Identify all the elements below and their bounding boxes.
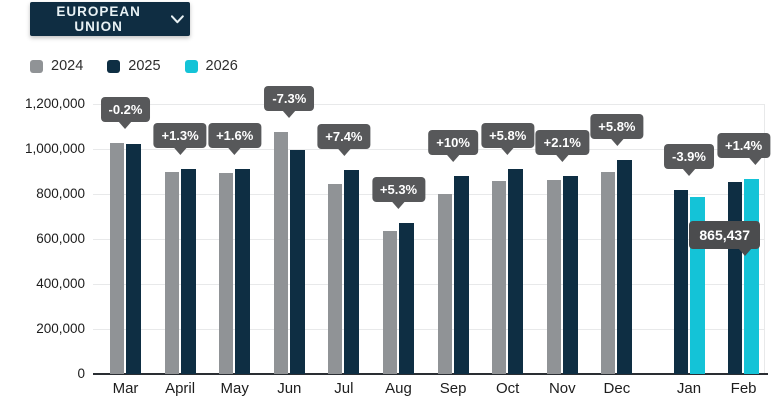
callout-pointer	[555, 154, 570, 162]
bar-2024-sep[interactable]	[437, 194, 452, 374]
x-axis-label-oct: Oct	[496, 380, 520, 397]
legend: 2024 2025 2026	[30, 58, 238, 74]
callout-mar: -0.2%	[100, 97, 151, 130]
callout-dec: +5.8%	[590, 113, 644, 146]
legend-swatch-2026	[184, 59, 198, 73]
callout-pointer	[446, 154, 461, 162]
x-axis-label-feb: Feb	[730, 380, 757, 397]
bar-2025-oct[interactable]	[508, 169, 524, 374]
callout-pointer	[282, 110, 297, 119]
callout-nov: +2.1%	[535, 130, 589, 162]
bar-2025-jul[interactable]	[344, 169, 360, 374]
gridline	[93, 194, 765, 195]
callout-pointer	[609, 137, 624, 146]
bar-2024-jun[interactable]	[273, 132, 288, 374]
bar-2024-mar[interactable]	[110, 143, 124, 374]
x-axis-label-jun: Jun	[277, 380, 302, 397]
callout-pointer	[227, 147, 242, 156]
bar-2024-dec[interactable]	[601, 171, 616, 374]
callout-may: +1.6%	[208, 123, 262, 156]
x-axis-line	[93, 373, 768, 375]
x-axis-label-april: April	[165, 380, 196, 397]
value-tooltip: 865,437	[689, 221, 760, 256]
gridline	[93, 284, 765, 285]
bar-2025-jan[interactable]	[673, 189, 688, 374]
callout-jan: -3.9%	[664, 143, 714, 176]
callout-pointer	[748, 157, 763, 166]
bar-2024-april[interactable]	[164, 171, 179, 374]
right-border-gridline	[764, 104, 765, 374]
bar-2026-feb[interactable]	[744, 179, 760, 374]
x-axis-label-jan: Jan	[676, 380, 702, 397]
legend-label-2024: 2024	[51, 58, 84, 74]
callout-pointer	[336, 147, 351, 156]
callout-pointer	[391, 201, 406, 210]
bar-2025-jun[interactable]	[289, 149, 305, 374]
bar-2025-feb[interactable]	[728, 181, 743, 374]
bar-2024-may[interactable]	[219, 172, 234, 374]
callout-pointer	[682, 167, 696, 176]
callout-pointer	[500, 147, 515, 156]
x-axis-label-mar: Mar	[112, 380, 139, 397]
x-axis-label-aug: Aug	[385, 380, 412, 397]
bar-2025-mar[interactable]	[126, 143, 141, 374]
legend-label-2025: 2025	[128, 58, 161, 74]
bar-2024-jul[interactable]	[328, 183, 343, 374]
y-axis-tick-label: 800,000	[36, 186, 85, 201]
bar-2025-aug[interactable]	[399, 223, 414, 374]
gridline	[93, 104, 765, 105]
gridline	[93, 329, 765, 330]
legend-swatch-2024	[30, 59, 43, 73]
bar-2025-may[interactable]	[235, 169, 251, 374]
callout-jul: +7.4%	[317, 123, 371, 156]
tooltip-pointer	[738, 248, 752, 256]
legend-swatch-2025	[107, 59, 121, 73]
x-axis-label-dec: Dec	[603, 380, 631, 397]
bar-2025-dec[interactable]	[617, 159, 633, 374]
callout-oct: +5.8%	[481, 123, 535, 156]
x-axis-label-jul: Jul	[334, 380, 354, 397]
gridline	[93, 239, 765, 240]
y-axis-tick-label: 600,000	[36, 231, 85, 246]
x-axis-label-nov: Nov	[548, 380, 576, 397]
callout-sep: +10%	[428, 130, 478, 162]
bar-2025-nov[interactable]	[562, 176, 578, 374]
y-axis-tick-label: 0	[77, 366, 85, 381]
y-axis-tick-label: 400,000	[36, 276, 85, 291]
legend-label-2026: 2026	[205, 58, 238, 74]
callout-april: +1.3%	[153, 122, 207, 155]
legend-item-2024[interactable]: 2024	[30, 58, 83, 74]
bar-2025-sep[interactable]	[453, 176, 469, 374]
callout-pointer	[118, 121, 133, 130]
region-dropdown-label: EUROPEAN UNION	[56, 4, 141, 34]
callout-feb: +1.4%	[716, 133, 771, 166]
bar-2024-oct[interactable]	[492, 180, 507, 374]
y-axis-tick-label: 200,000	[36, 321, 85, 336]
bar-2024-aug[interactable]	[383, 231, 397, 374]
callout-jun: -7.3%	[264, 86, 315, 119]
callout-pointer	[173, 146, 188, 155]
y-axis-tick-label: 1,200,000	[24, 96, 85, 111]
callout-aug: +5.3%	[371, 177, 426, 210]
bar-2025-april[interactable]	[180, 168, 196, 374]
x-axis-label-sep: Sep	[439, 380, 467, 397]
chevron-down-icon	[171, 14, 184, 23]
region-dropdown[interactable]: EUROPEAN UNION	[30, 2, 190, 36]
legend-item-2025[interactable]: 2025	[107, 58, 161, 74]
bar-2024-nov[interactable]	[546, 180, 561, 374]
x-axis-label-may: May	[220, 380, 249, 397]
legend-item-2026[interactable]: 2026	[184, 58, 238, 74]
y-axis-tick-label: 1,000,000	[24, 141, 85, 156]
